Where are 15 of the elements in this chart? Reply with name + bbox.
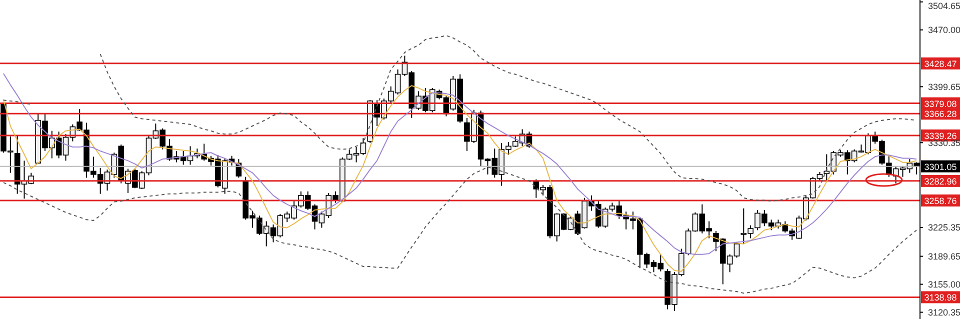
ref-line-label: 3258.76 (924, 196, 957, 206)
y-tick-label: 3120.35 (928, 307, 960, 318)
y-tick-label: 3504.65 (928, 1, 960, 12)
ref-line-label: 3366.28 (924, 109, 957, 120)
ref-line-label: 3428.47 (924, 58, 957, 69)
y-tick-label: 3470.00 (928, 25, 960, 36)
ref-line-label: 3339.26 (924, 130, 957, 141)
y-tick-label: 3399.65 (928, 82, 960, 92)
y-tick-label: 3225.35 (928, 222, 960, 233)
ref-line-label: 3301.05 (924, 162, 957, 172)
ref-line-label: 3282.96 (924, 176, 957, 186)
ref-line-label: 3379.08 (924, 98, 957, 109)
ref-line-label: 3138.98 (924, 292, 957, 303)
y-tick-label: 3189.65 (928, 251, 960, 262)
y-tick-label: 3155.00 (928, 279, 960, 290)
